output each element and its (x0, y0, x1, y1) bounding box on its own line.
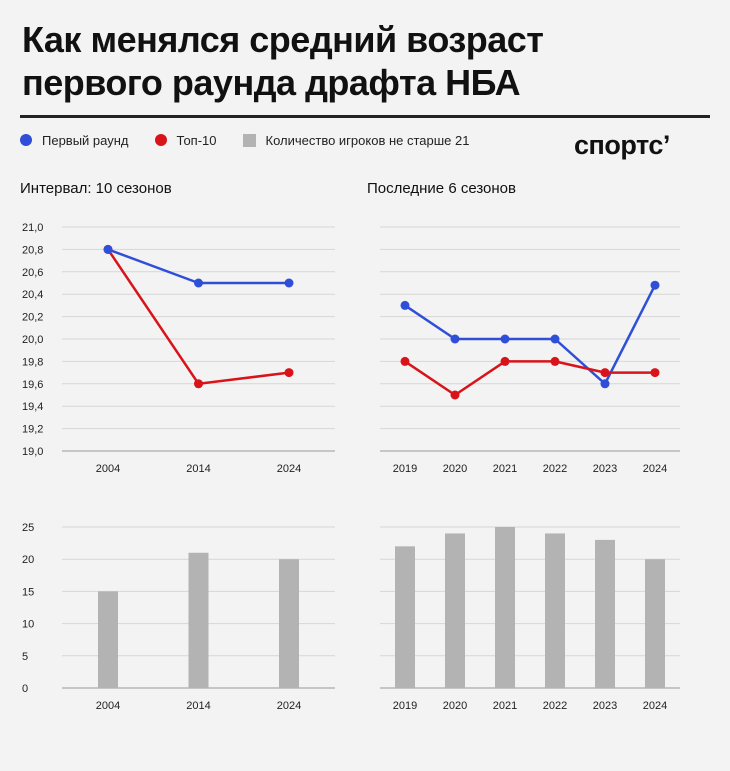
data-point-first-round-2019 (400, 300, 410, 310)
bar-left-ytick-label: 5 (22, 651, 28, 663)
legend-dot-blue (20, 134, 32, 146)
x-axis-label: 2024 (643, 463, 667, 475)
x-axis-label: 2019 (393, 463, 417, 475)
legend-label-young-players: Количество игроков не старше 21 (265, 132, 470, 148)
x-axis-label: 2024 (277, 700, 301, 712)
x-axis-label: 2022 (543, 700, 567, 712)
line-left-ytick-label: 19,8 (22, 356, 43, 368)
legend-label-first-round: Первый раунд (42, 132, 129, 148)
x-axis-label: 2004 (96, 463, 120, 475)
data-point-top10-2019 (400, 356, 410, 366)
x-axis-label: 2014 (186, 463, 210, 475)
x-axis-label: 2020 (443, 700, 467, 712)
legend: Первый раунд Топ-10 Количество игроков н… (20, 131, 496, 149)
bar-left-ytick-label: 0 (22, 683, 28, 695)
data-point-top10-2024 (284, 368, 294, 378)
bar-2019 (395, 546, 415, 688)
bar-left-ytick-label: 10 (22, 619, 34, 631)
x-axis-label: 2023 (593, 463, 617, 475)
bar-2023 (595, 539, 615, 688)
legend-dot-red (154, 134, 167, 146)
legend-square-gray (242, 133, 256, 147)
legend-item-top10: Топ-10 (154, 132, 217, 148)
title-line-2: первого раунда драфта НБА (22, 62, 521, 103)
x-axis-label: 2023 (593, 700, 617, 712)
bar-2014 (188, 552, 209, 688)
x-axis-label: 2014 (186, 700, 210, 712)
data-point-first-round-2004 (103, 244, 113, 254)
data-point-top10-2014 (194, 379, 203, 389)
line-left-ytick-label: 20,0 (22, 334, 43, 346)
data-point-top10-2020 (450, 390, 460, 400)
line-left-ytick-label: 19,0 (22, 446, 43, 458)
series-line-top10-right (404, 360, 655, 397)
title-line-1: Как менялся средний возраст (22, 19, 544, 60)
series-line-first-round-right (404, 284, 657, 386)
line-left-ytick-label: 19,4 (22, 401, 43, 413)
line-left-ytick-label: 20,6 (22, 267, 43, 279)
data-point-top10-2023 (600, 368, 610, 378)
line-left-ytick-label: 20,2 (22, 312, 43, 324)
left-panel-title: Интервал: 10 сезонов (20, 180, 172, 197)
x-axis-label: 2004 (96, 700, 120, 712)
line-left-ytick-label: 20,4 (22, 289, 43, 301)
data-point-first-round-2023 (600, 379, 610, 389)
data-point-top10-2021 (500, 356, 510, 366)
x-axis-label: 2024 (277, 463, 301, 475)
bar-2004 (98, 591, 118, 688)
bar-2024 (645, 559, 665, 688)
line-left-ytick-label: 19,2 (22, 424, 43, 436)
data-point-first-round-2022 (550, 334, 560, 344)
bar-left-ytick-label: 20 (22, 554, 34, 566)
bar-left-ytick-label: 15 (22, 586, 34, 598)
brand-logo: спортс’ (574, 130, 670, 160)
data-point-first-round-2024 (284, 278, 294, 288)
x-axis-label: 2024 (643, 700, 667, 712)
bar-2022 (545, 533, 565, 688)
data-point-first-round-2021 (500, 334, 510, 344)
legend-item-first-round: Первый раунд (20, 133, 129, 148)
series-line-first-round-left (107, 248, 289, 285)
x-axis-label: 2020 (443, 463, 467, 475)
x-axis-label: 2019 (393, 700, 417, 712)
x-axis-label: 2022 (543, 463, 567, 475)
bar-2024 (279, 559, 299, 688)
title-divider (20, 115, 710, 118)
line-left-ytick-label: 19,6 (22, 379, 43, 391)
legend-item-young-players: Количество игроков не старше 21 (242, 132, 470, 148)
page-title: Как менялся средний возраст первого раун… (22, 18, 712, 104)
data-point-top10-2022 (550, 356, 560, 366)
x-axis-label: 2021 (493, 463, 517, 475)
line-left-ytick-label: 20,8 (22, 244, 43, 256)
line-left-ytick-label: 21,0 (22, 222, 43, 234)
bar-2021 (495, 527, 515, 688)
legend-label-top10: Топ-10 (176, 132, 217, 148)
data-point-top10-2024 (650, 368, 660, 378)
x-axis-label: 2021 (493, 700, 517, 712)
bar-2020 (445, 533, 465, 688)
data-point-first-round-2020 (450, 334, 460, 344)
right-panel-title: Последние 6 сезонов (367, 180, 516, 197)
bar-left-ytick-label: 25 (22, 522, 34, 534)
data-point-first-round-2014 (194, 278, 203, 288)
data-point-first-round-2024 (650, 280, 660, 290)
